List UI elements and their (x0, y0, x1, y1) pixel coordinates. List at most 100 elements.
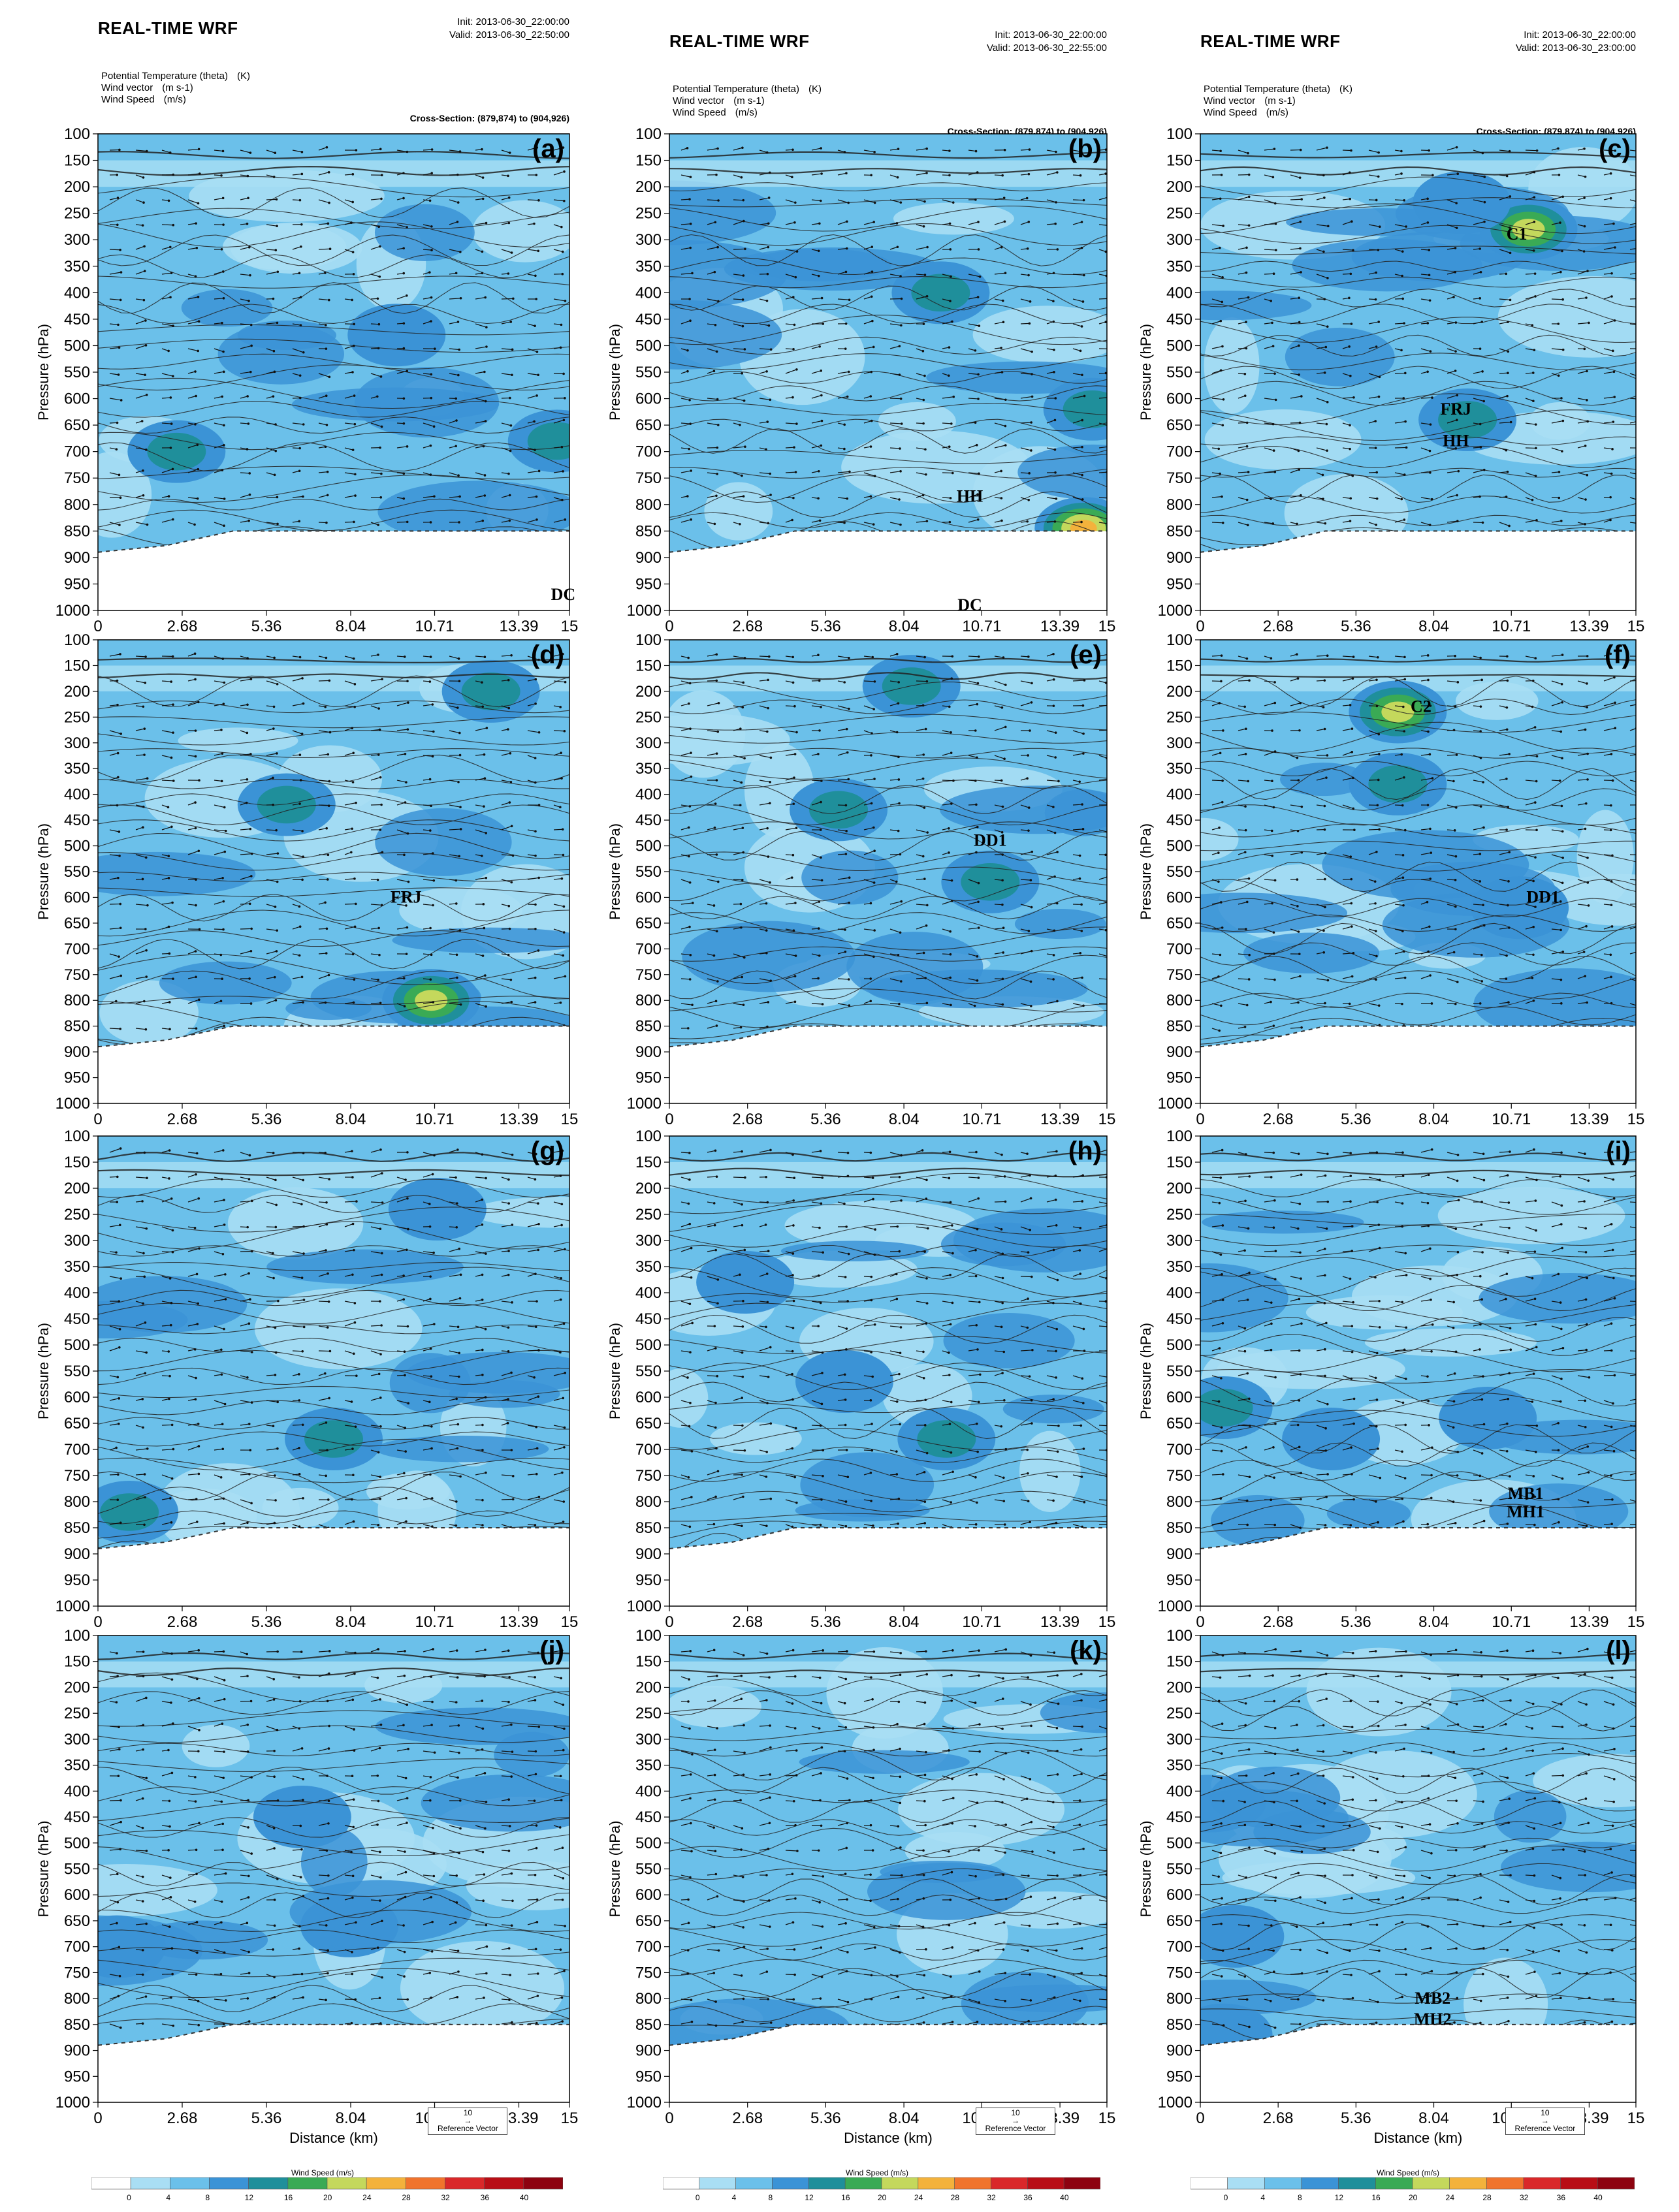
wind-vector (240, 1298, 251, 1302)
terrain-edge (98, 2023, 569, 2046)
wind-vector (423, 495, 436, 498)
speed-dark-patch (800, 1452, 935, 1517)
wind-vector (680, 1425, 691, 1428)
wind-vector (968, 373, 980, 376)
wind-vector (680, 1797, 692, 1801)
wind-vector (680, 469, 692, 473)
terrain-mask (669, 2024, 1107, 2102)
wind-vector (1238, 1299, 1249, 1302)
wind-vector (449, 1397, 458, 1401)
wind-vector (942, 1400, 953, 1404)
wind-vector (994, 1301, 1004, 1304)
y-tick-label: 650 (1166, 915, 1192, 932)
wind-vector (1629, 1301, 1636, 1302)
wind-vector (318, 927, 328, 930)
wind-vector (109, 1521, 122, 1525)
wind-vector (396, 1400, 410, 1405)
wind-vector (109, 1775, 120, 1777)
wind-vector (811, 1274, 820, 1277)
wind-vector (733, 1848, 743, 1851)
wind-vector (863, 1676, 872, 1679)
wind-vector (1525, 1400, 1534, 1403)
wind-vector (1603, 1726, 1615, 1730)
theta-contour (1200, 823, 1636, 838)
wind-vector (1499, 1474, 1511, 1477)
wind-vector (1342, 1923, 1352, 1926)
wind-vector (1420, 704, 1432, 707)
wind-vector (135, 245, 146, 250)
wind-vector (344, 827, 353, 830)
wind-vector (266, 1726, 279, 1731)
theta-contour (1200, 956, 1636, 983)
y-tick-label: 950 (64, 1572, 90, 1589)
x-tick-label: 13.39 (499, 1111, 538, 1128)
wind-vector (475, 1177, 487, 1180)
wind-vector (889, 1747, 901, 1752)
theta-contour (1200, 1410, 1636, 1437)
theta-contour (1200, 166, 1636, 176)
theta-contour (98, 1303, 569, 1325)
wind-vector (863, 1275, 873, 1278)
wind-vector (1473, 150, 1484, 155)
wind-vector (889, 1874, 903, 1877)
wind-vector (1290, 1201, 1302, 1205)
theta-contour (98, 909, 569, 937)
wind-vector (1238, 1271, 1251, 1277)
wind-vector (994, 1873, 1005, 1876)
wind-vector (811, 249, 820, 253)
wind-vector (680, 370, 689, 374)
wind-vector (449, 472, 460, 477)
theta-contour (98, 1338, 569, 1352)
wind-vector (968, 1323, 978, 1327)
wind-vector (553, 877, 564, 880)
wind-vector (1551, 854, 1564, 859)
wind-vector (266, 370, 276, 374)
wind-vector (449, 1375, 460, 1378)
speed-light-patch (399, 886, 523, 934)
wind-vector (1603, 676, 1616, 682)
wind-vector (187, 148, 200, 151)
wind-vector (527, 1248, 539, 1252)
wind-vector (1264, 680, 1276, 684)
wind-vector (109, 1224, 121, 1227)
wind-vector (553, 1521, 565, 1525)
wind-vector (1046, 851, 1059, 855)
colorbar-swatch (663, 2177, 700, 2190)
y-tick-label: 550 (64, 863, 90, 881)
wind-vector (1046, 1701, 1060, 1705)
wind-vector (1342, 1200, 1352, 1203)
wind-vector (240, 1699, 253, 1703)
speed-light-patch (1306, 1647, 1452, 1737)
wind-vector (423, 852, 434, 855)
wind-vector (109, 804, 119, 807)
wind-vector (527, 1995, 539, 2000)
wind-vector (344, 1698, 355, 1702)
theta-contour (98, 1350, 569, 1372)
wind-vector (968, 1649, 980, 1652)
wind-vector (785, 1474, 796, 1479)
wind-vector (266, 395, 275, 399)
wind-vector (759, 472, 772, 475)
wind-vector (916, 1149, 924, 1153)
wind-vector (527, 222, 536, 225)
wind-speed-maximum (1063, 390, 1107, 428)
wind-vector (161, 199, 170, 202)
wind-vector (1629, 522, 1636, 524)
y-axis-label: Pressure (hPa) (1138, 1821, 1154, 1918)
speed-dark-patch (237, 320, 337, 350)
wind-vector (733, 1974, 743, 1977)
wind-vector (1211, 1473, 1224, 1476)
wind-vector (527, 903, 537, 906)
wind-vector (811, 1150, 822, 1153)
wind-vector (553, 652, 564, 657)
theta-contour (1200, 445, 1636, 468)
wind-vector (344, 199, 354, 204)
wind-vector (1316, 1724, 1325, 1727)
theta-contour (669, 785, 1107, 814)
wind-vector (942, 1726, 955, 1730)
wind-vector (1238, 1199, 1247, 1203)
wind-vector (1525, 1199, 1537, 1203)
wind-vector (1499, 1920, 1512, 1925)
wind-vector (889, 1400, 899, 1403)
wind-vector (942, 1673, 953, 1677)
